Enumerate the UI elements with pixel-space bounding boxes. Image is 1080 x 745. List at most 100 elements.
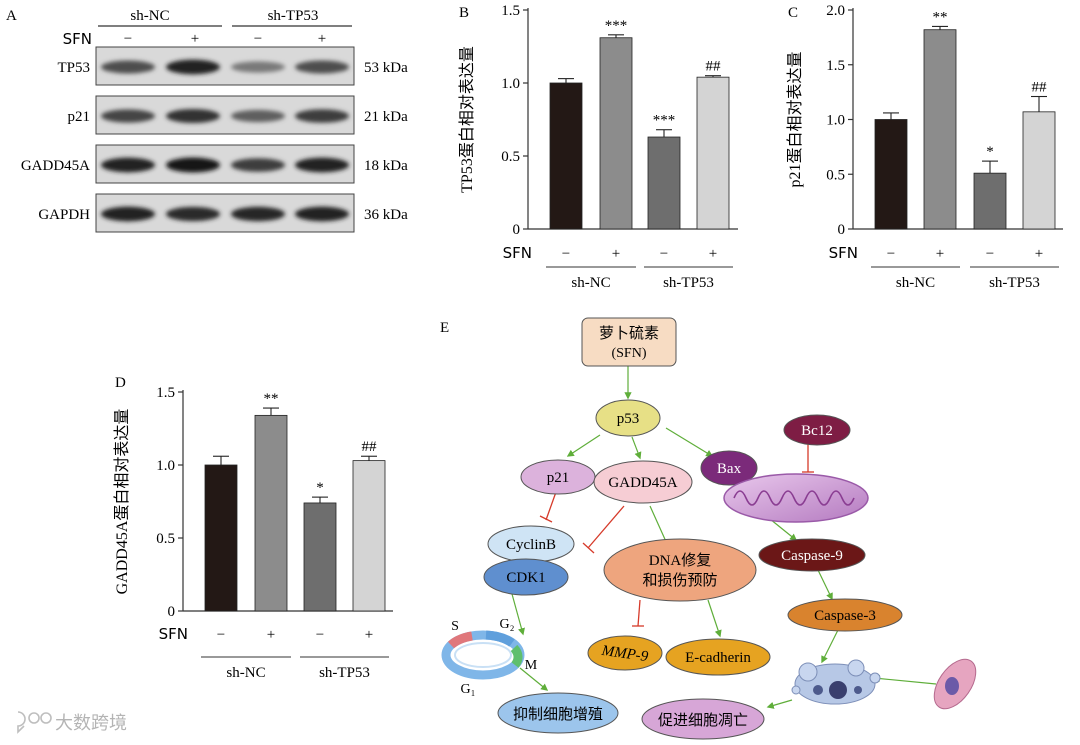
dna-repair-label: 和损伤预防 <box>642 572 717 589</box>
panel-b-chart: B 0 0.5 1.0 1.5 TP53蛋白相对表达量 − *** + *** − ## + SFN sh-… <box>458 3 738 291</box>
sfn-state-label: + <box>365 627 373 643</box>
blot-band <box>231 158 285 172</box>
arrow-dna-ecad <box>707 599 722 638</box>
blot-band <box>295 157 349 173</box>
panel-c-chart: C 0 0.5 1.0 1.5 2.0 p21蛋白相对表达量 − ** + * − ## + SFN sh-N… <box>786 3 1063 291</box>
blot-protein-label: TP53 <box>57 60 90 76</box>
sfn-state-label: + <box>267 627 275 643</box>
inhibit-p21-cyclinb <box>545 491 557 521</box>
apoptotic-cell-icon <box>791 659 881 705</box>
arrow-cycle-inhibit <box>519 667 549 691</box>
mmp9-label: MMP-9 <box>600 643 650 666</box>
inhibit-proliferation-label: 抑制细胞增殖 <box>513 706 603 723</box>
y-tick-label: 1.0 <box>501 76 520 92</box>
bcl2-node <box>783 414 851 446</box>
y-tick-label: 0 <box>838 222 846 238</box>
significance-label: ** <box>264 391 279 407</box>
blot-band <box>101 60 155 74</box>
y-tick-label: 1.5 <box>501 3 520 19</box>
bar <box>599 37 633 230</box>
bar <box>973 172 1007 230</box>
sfn-box <box>581 317 677 367</box>
blot-sfn-state: + <box>318 31 326 47</box>
group-label: sh-TP53 <box>663 275 714 291</box>
arrow-p53-p21 <box>566 434 601 457</box>
panel-letter: B <box>459 5 469 21</box>
panel-e-letter: E <box>440 320 449 336</box>
blot-protein-label: GAPDH <box>38 207 90 223</box>
panel-letter: D <box>115 375 126 391</box>
cyclinb-label: CyclinB <box>506 537 556 553</box>
sfn-state-label: − <box>660 246 668 262</box>
y-tick-label: 0.5 <box>826 167 845 183</box>
sfn-state-label: + <box>709 246 717 262</box>
y-tick-label: 0.5 <box>156 531 175 547</box>
cell-cycle-icon <box>441 630 525 680</box>
blot-band <box>231 206 285 222</box>
watermark-logo-icon <box>17 711 26 734</box>
panel-letter: C <box>788 5 798 21</box>
sfn-state-label: + <box>1035 246 1043 262</box>
panel-a: A sh-NC sh-TP53 SFN − + − + TP53 53 kDa p2… <box>6 8 408 233</box>
blot-group-label: sh-TP53 <box>268 8 319 24</box>
significance-label: *** <box>653 113 676 129</box>
y-axis-title: p21蛋白相对表达量 <box>786 51 804 187</box>
caspase9-label: Caspase-9 <box>781 548 843 564</box>
p53-label: p53 <box>617 411 640 427</box>
caspase3-label: Caspase-3 <box>814 608 876 624</box>
blot-band <box>295 206 349 222</box>
dna-repair-node <box>603 538 757 602</box>
promote-apoptosis-label: 促进细胞凋亡 <box>658 712 748 729</box>
blot-sfn-state: + <box>191 31 199 47</box>
y-tick-label: 2.0 <box>826 3 845 19</box>
panel-a-letter: A <box>6 8 17 24</box>
blot-band <box>231 109 285 123</box>
sfn-state-label: − <box>986 246 994 262</box>
blot-group-label: sh-NC <box>130 8 169 24</box>
ecadherin-label: E-cadherin <box>685 650 751 666</box>
blot-band <box>295 60 349 74</box>
inhibit-dna-mmp9 <box>637 599 641 627</box>
sfn-state-label: + <box>612 246 620 262</box>
sfn-label: SFN <box>829 244 858 262</box>
caspase9-node <box>758 538 866 572</box>
arrow-casp3-cell <box>821 629 839 664</box>
dna-repair-label: DNA修复 <box>649 551 712 569</box>
inhibit-bar <box>582 542 595 554</box>
panel-d-chart: D 0 0.5 1.0 1.5 GADD45A蛋白相对表达量 − ** + * − ## + SFN sh-… <box>113 375 393 681</box>
y-tick-label: 1.0 <box>156 458 175 474</box>
blot-band <box>295 109 349 123</box>
inhibit-gadd45a-cyclinb <box>587 505 625 549</box>
blot-sfn-label: SFN <box>63 30 92 48</box>
bar <box>549 82 583 230</box>
significance-label: ## <box>1032 80 1048 96</box>
ecadherin-node <box>665 638 771 676</box>
y-tick-label: 0 <box>513 222 521 238</box>
panel-e: E 萝卜硫素 <box>440 317 977 740</box>
blot-size-label: 18 kDa <box>364 158 408 174</box>
sfn-state-label: − <box>887 246 895 262</box>
bcl2-label: Bc12 <box>801 423 833 439</box>
significance-label: ## <box>706 59 722 75</box>
significance-label: ## <box>362 439 378 455</box>
mmp9-node <box>587 635 663 671</box>
sfn-state-label: − <box>562 246 570 262</box>
inhibit-proliferation-node <box>497 692 619 734</box>
group-label: sh-NC <box>571 275 610 291</box>
group-label: sh-TP53 <box>989 275 1040 291</box>
y-tick-label: 1.0 <box>826 113 845 129</box>
caspase3-node <box>787 598 903 632</box>
bar <box>204 464 238 612</box>
group-label: sh-TP53 <box>319 665 370 681</box>
y-tick-label: 0 <box>168 604 176 620</box>
cycle-label-s: S <box>451 619 459 634</box>
cycle-label-m: M <box>525 658 538 673</box>
sfn-abbrev: (SFN) <box>611 346 646 361</box>
y-axis-title: GADD45A蛋白相对表达量 <box>113 409 131 595</box>
blot-size-label: 21 kDa <box>364 109 408 125</box>
bar <box>923 29 957 230</box>
group-label: sh-NC <box>226 665 265 681</box>
watermark-text: 大数跨境 <box>55 713 127 734</box>
blot-band <box>101 157 155 173</box>
sfn-state-label: − <box>316 627 324 643</box>
